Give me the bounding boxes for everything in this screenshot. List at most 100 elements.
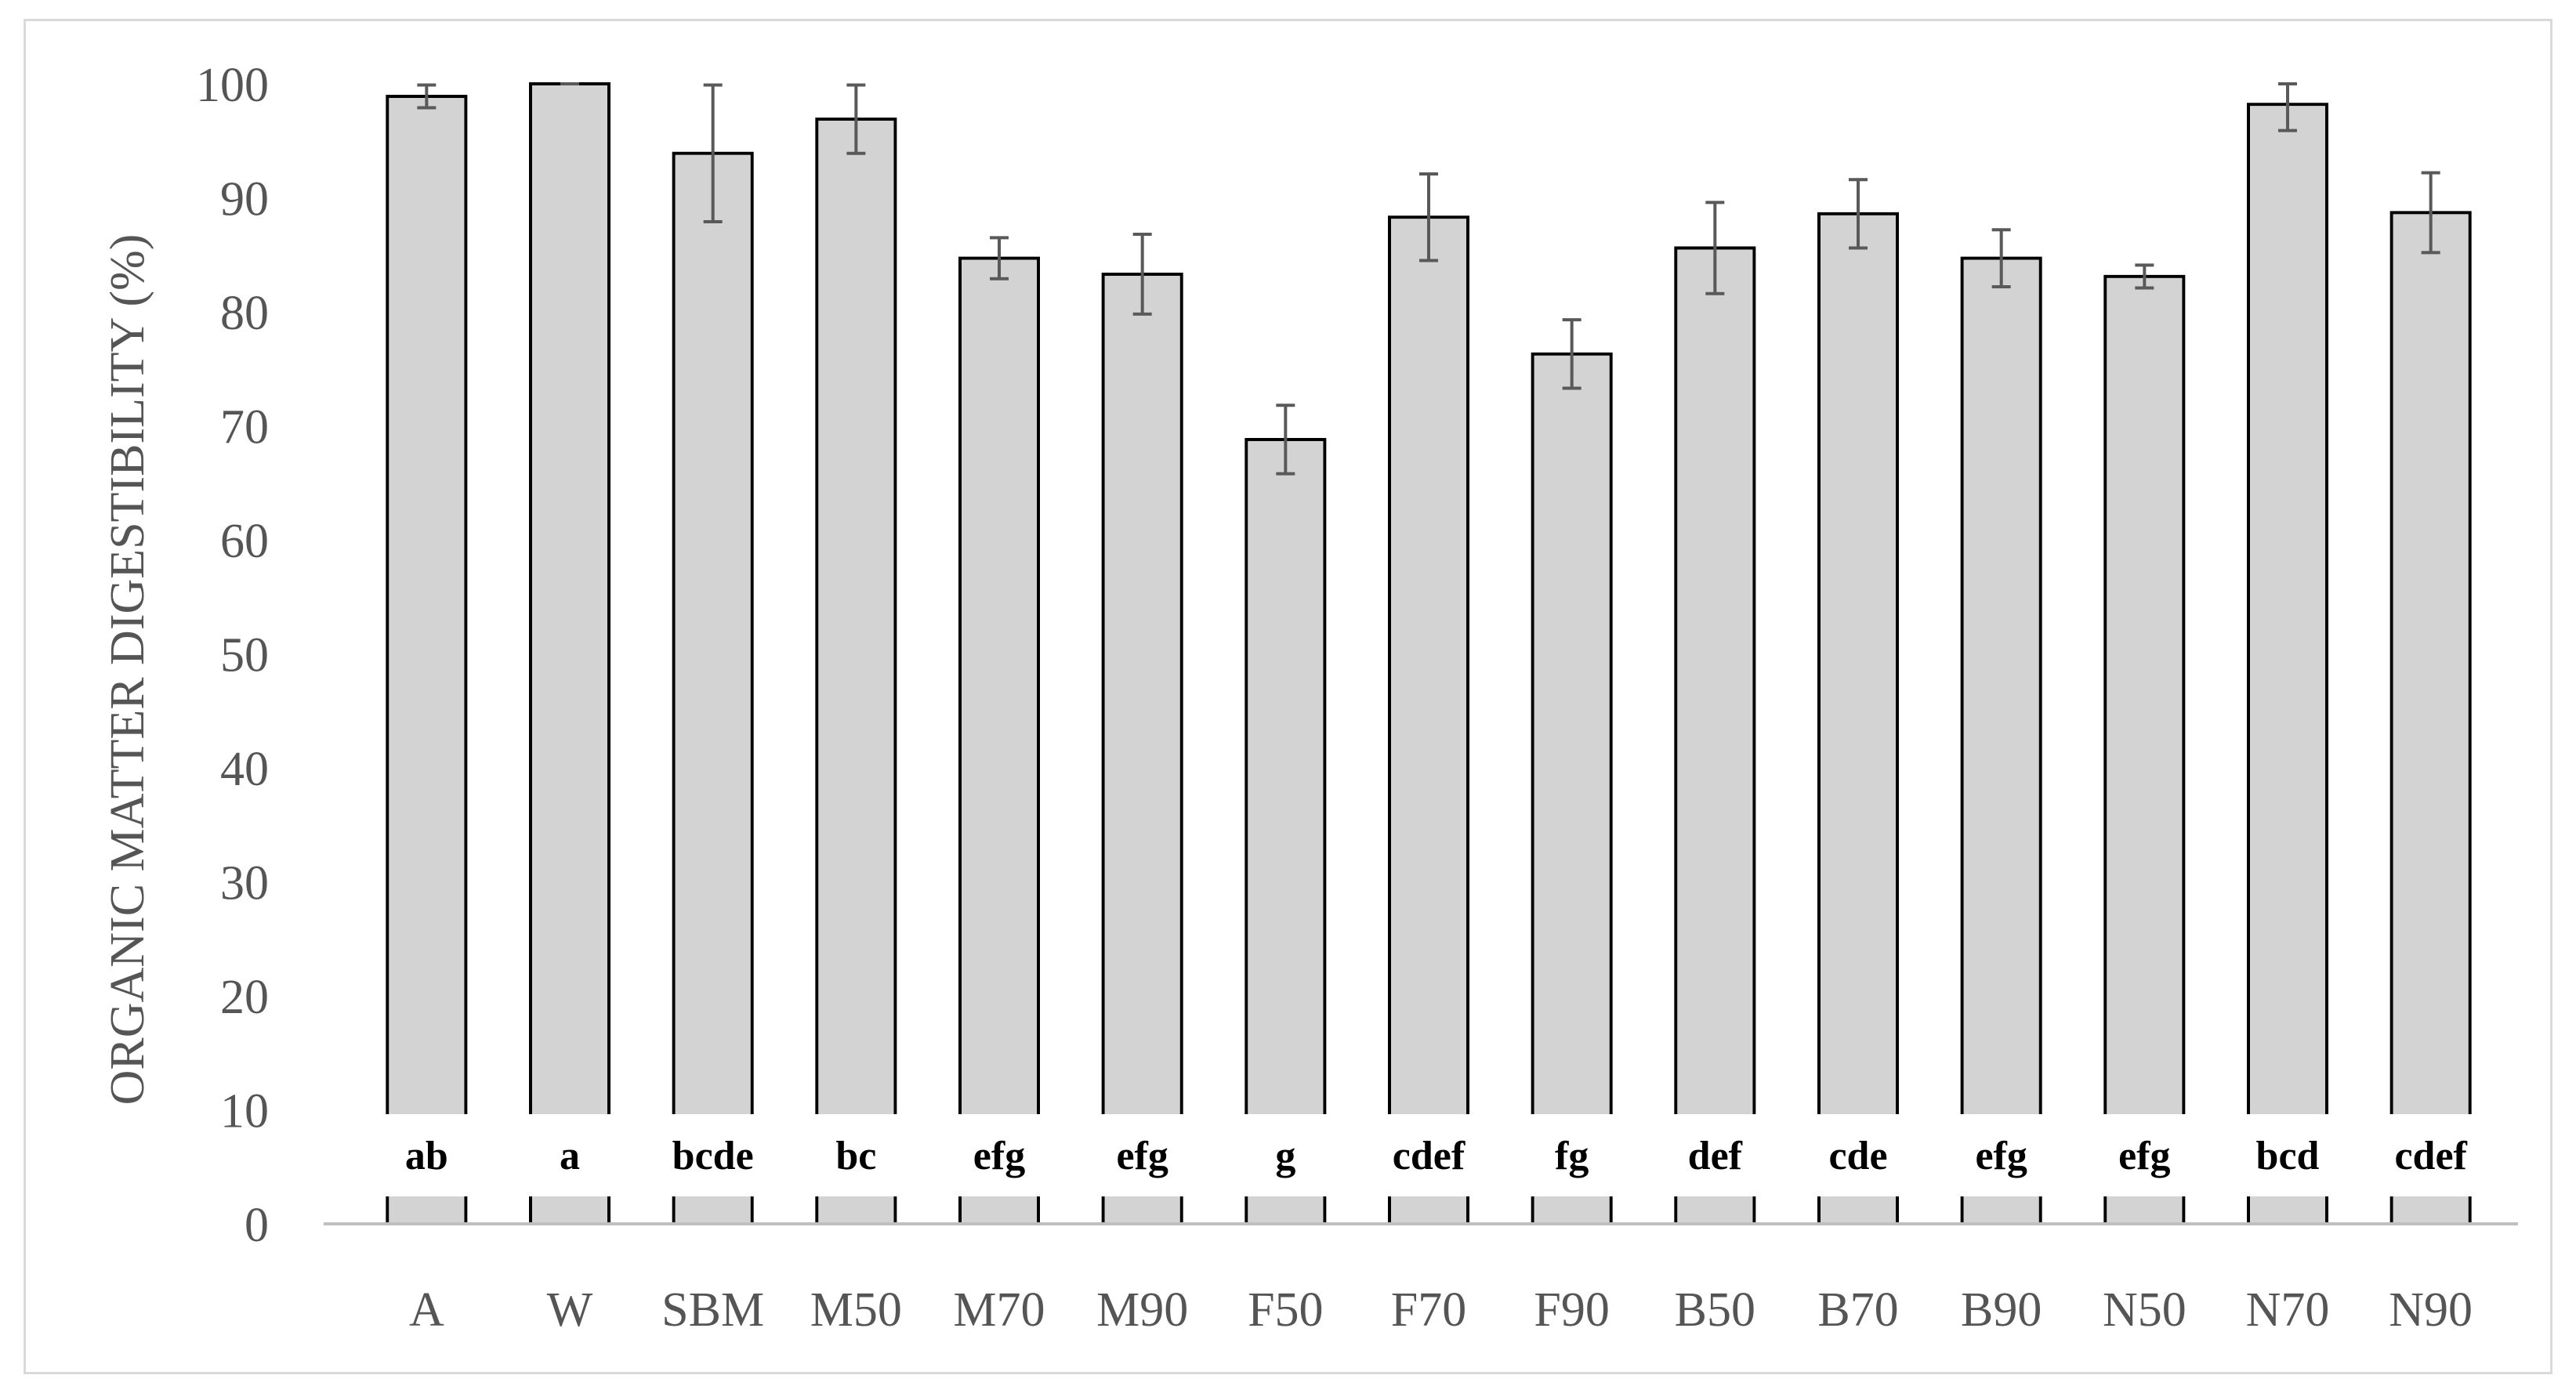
- x-tick-label: F90: [1534, 1283, 1609, 1337]
- chart-frame: ORGANIC MATTER DIGESTIBILITY (%) 0 10 20 30…: [24, 19, 2552, 1374]
- error-bar: [703, 83, 723, 224]
- bar-fill: [389, 98, 465, 1114]
- x-tick-label: M50: [810, 1283, 902, 1337]
- bar-stub-fill: [818, 1196, 894, 1224]
- bar-fill: [532, 85, 607, 1114]
- bar-stub-fill: [962, 1196, 1037, 1224]
- y-tick-label: 10: [220, 1085, 269, 1138]
- x-tick-label: F50: [1248, 1283, 1323, 1337]
- x-tick-label: B90: [1961, 1283, 2042, 1337]
- bar-fill: [675, 154, 751, 1114]
- bar-stub-fill: [1534, 1196, 1610, 1224]
- bar-fill: [818, 121, 894, 1115]
- y-tick-label: 40: [220, 743, 269, 796]
- error-bar: [2278, 82, 2297, 132]
- significance-letters: ab a bcde bc efg efg g cdef fg def cde efg efg bcd cde…: [405, 1134, 2468, 1178]
- x-tick-label: M70: [953, 1283, 1045, 1337]
- bar-stub-fill: [532, 1196, 607, 1224]
- significance-letter: efg: [1116, 1134, 1168, 1178]
- significance-letter: bcde: [672, 1134, 754, 1178]
- bar-stub: [529, 1196, 610, 1224]
- y-tick-label: 60: [220, 515, 269, 568]
- significance-letter: efg: [1975, 1134, 2027, 1178]
- bar-chart: ORGANIC MATTER DIGESTIBILITY (%) 0 10 20 30…: [101, 59, 2518, 1337]
- bar-stub-fill: [2250, 1196, 2325, 1224]
- bar-stub: [958, 1196, 1040, 1224]
- error-bar: [1849, 178, 1868, 250]
- error-bar: [2421, 171, 2440, 255]
- bar-stub: [1674, 1196, 1756, 1224]
- significance-letter: efg: [2118, 1134, 2170, 1178]
- bar-fill: [2250, 106, 2325, 1115]
- error-bars: [417, 82, 2440, 476]
- x-tick-label: N70: [2246, 1283, 2330, 1337]
- bar-stub-fill: [389, 1196, 465, 1224]
- significance-letter: a: [560, 1134, 580, 1178]
- bar-fill: [2393, 214, 2469, 1114]
- bar-stub: [2389, 1196, 2472, 1224]
- x-tick-label: M90: [1096, 1283, 1188, 1337]
- bar-stub: [1245, 1196, 1327, 1224]
- y-axis-label-group: ORGANIC MATTER DIGESTIBILITY (%): [101, 234, 154, 1106]
- significance-letter: bcd: [2256, 1134, 2320, 1178]
- significance-letter: def: [1688, 1134, 1743, 1178]
- y-tick-label: 80: [220, 287, 269, 340]
- bar-stub-fill: [2393, 1196, 2469, 1224]
- bar-stub: [2247, 1196, 2328, 1224]
- y-tick-label: 100: [196, 59, 269, 112]
- y-tick-label: 90: [220, 173, 269, 226]
- bar-fill: [1104, 275, 1180, 1114]
- bar-stub: [815, 1196, 897, 1224]
- significance-letter: g: [1275, 1134, 1295, 1178]
- significance-letter: efg: [973, 1134, 1025, 1178]
- significance-letter: ab: [405, 1134, 448, 1178]
- significance-letter: cde: [1828, 1134, 1887, 1178]
- bar-stub: [1388, 1196, 1469, 1224]
- bar-fill: [1248, 440, 1324, 1114]
- bar-stub: [1960, 1196, 2042, 1224]
- x-tick-label: B70: [1817, 1283, 1898, 1337]
- bar-stub-fill: [2107, 1196, 2183, 1224]
- bar-stub: [672, 1196, 754, 1224]
- x-tick-label: W: [547, 1283, 593, 1337]
- error-bar: [2135, 263, 2154, 290]
- error-bar: [1991, 228, 2011, 288]
- bar-fill: [1963, 259, 2039, 1114]
- bar-fill: [1821, 215, 1896, 1114]
- bar-stub-fill: [1104, 1196, 1180, 1224]
- error-bar: [1419, 172, 1438, 262]
- y-tick-label: 30: [220, 857, 269, 910]
- bar-fill: [1391, 219, 1466, 1114]
- y-tick-label: 0: [245, 1199, 269, 1252]
- y-tick-label: 50: [220, 629, 269, 682]
- y-axis-ticks: 0 10 20 30 40 50 60 70 80 90 100: [196, 59, 269, 1252]
- x-tick-label: N50: [2103, 1283, 2187, 1337]
- x-axis-ticks: A W SBM M50 M70 M90 F50 F70 F90 B50 B70 B90 N50 N70 N9…: [409, 1283, 2473, 1337]
- bar-stub-fill: [1677, 1196, 1753, 1224]
- bar-fill: [962, 259, 1037, 1114]
- significance-letter: cdef: [2394, 1134, 2467, 1178]
- bar-fill: [2107, 277, 2183, 1114]
- x-tick-label: N90: [2389, 1283, 2473, 1337]
- bar-stub-fill: [1391, 1196, 1466, 1224]
- y-axis-label: ORGANIC MATTER DIGESTIBILITY (%): [101, 234, 154, 1106]
- significance-letter: bc: [835, 1134, 876, 1178]
- bar-stub: [1101, 1196, 1183, 1224]
- error-bar: [1562, 318, 1581, 390]
- bar-stub-fill: [675, 1196, 751, 1224]
- bars: [386, 82, 2472, 1224]
- bar-stub: [386, 1196, 468, 1224]
- bar-stub-fill: [1821, 1196, 1896, 1224]
- error-bar: [1705, 201, 1725, 295]
- bar-stub: [1531, 1196, 1613, 1224]
- bar-stub-fill: [1248, 1196, 1324, 1224]
- x-tick-label: SBM: [661, 1283, 764, 1337]
- error-bar: [417, 83, 437, 110]
- error-bar: [1276, 404, 1295, 476]
- y-tick-label: 20: [220, 971, 269, 1024]
- error-bar: [846, 83, 866, 155]
- bar-stub-fill: [1963, 1196, 2039, 1224]
- bar-fill: [1534, 355, 1610, 1115]
- bar-stub: [1817, 1196, 1899, 1224]
- x-tick-label: A: [409, 1283, 444, 1337]
